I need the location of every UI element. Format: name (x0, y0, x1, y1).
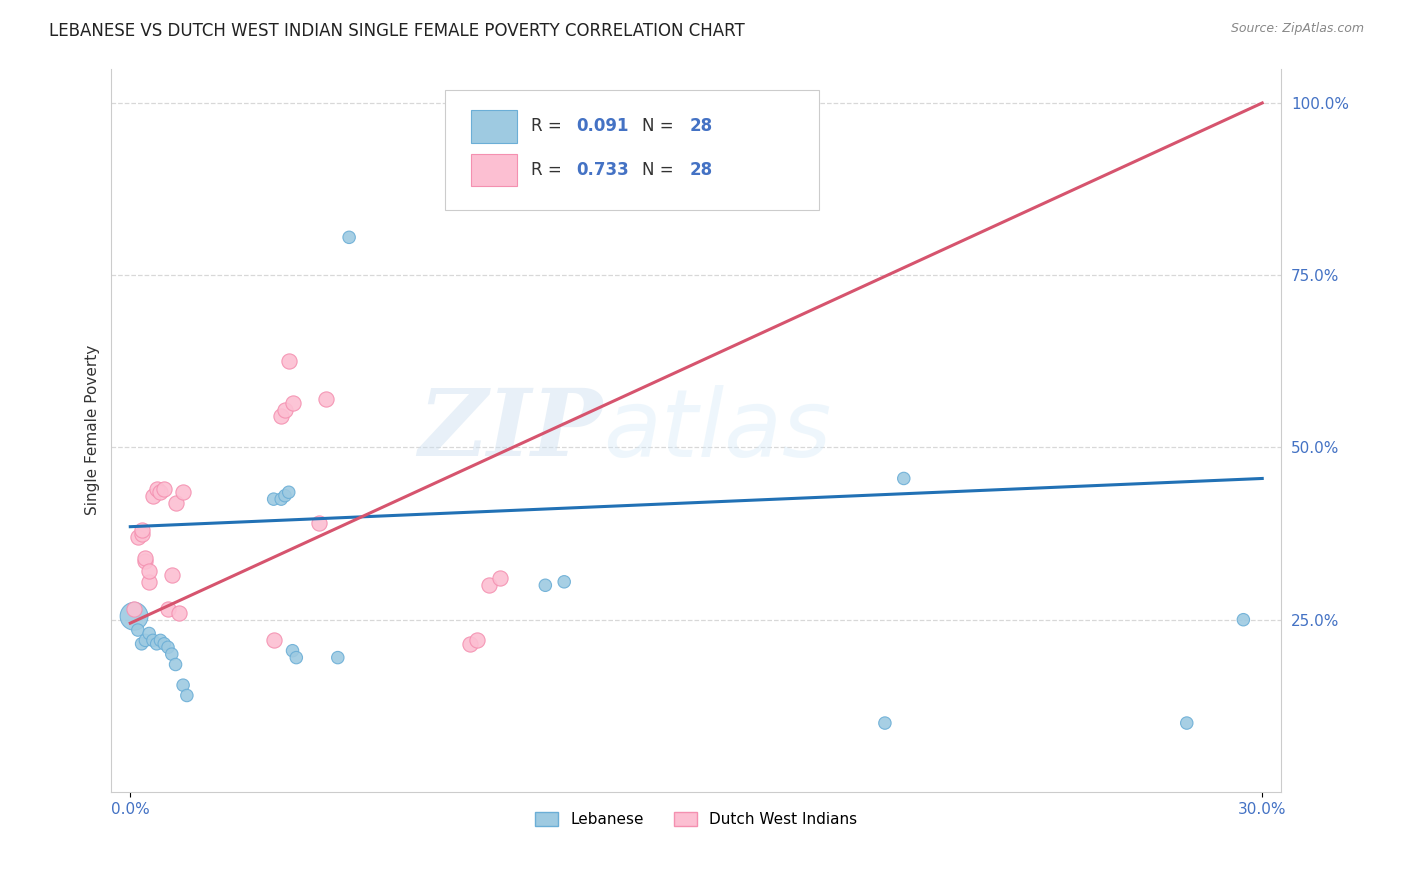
Point (478, 578, 501, 592)
Point (172, 485, 194, 500)
Point (263, 492, 285, 507)
Point (131, 523, 153, 537)
Y-axis label: Single Female Poverty: Single Female Poverty (86, 345, 100, 516)
Text: 0.091: 0.091 (576, 118, 628, 136)
Point (142, 489, 165, 503)
Point (281, 644, 304, 658)
Text: 28: 28 (689, 118, 713, 136)
Point (131, 526, 153, 541)
Point (893, 471, 915, 485)
Point (134, 554, 156, 568)
Point (553, 574, 575, 589)
Text: ZIP: ZIP (419, 385, 603, 475)
Point (122, 609, 145, 624)
Point (127, 530, 149, 544)
Point (142, 633, 165, 648)
Point (534, 578, 557, 592)
Point (134, 550, 156, 565)
Text: R =: R = (531, 118, 568, 136)
Point (274, 489, 297, 503)
Point (274, 402, 297, 417)
Legend: Lebanese, Dutch West Indians: Lebanese, Dutch West Indians (527, 805, 865, 835)
Point (145, 482, 167, 496)
Point (153, 482, 176, 496)
Text: LEBANESE VS DUTCH WEST INDIAN SINGLE FEMALE POVERTY CORRELATION CHART: LEBANESE VS DUTCH WEST INDIAN SINGLE FEM… (49, 22, 745, 40)
Text: R =: R = (531, 161, 568, 178)
Point (165, 495, 187, 509)
Point (873, 716, 896, 731)
Text: N =: N = (643, 161, 679, 178)
Point (172, 678, 194, 692)
Point (138, 626, 160, 640)
Point (156, 602, 179, 616)
Text: atlas: atlas (603, 384, 831, 475)
Point (127, 623, 149, 637)
Point (165, 657, 187, 672)
Point (131, 637, 153, 651)
Point (277, 485, 299, 500)
Point (160, 647, 183, 661)
Point (467, 633, 489, 648)
Point (337, 230, 360, 244)
FancyBboxPatch shape (471, 110, 517, 143)
Point (149, 633, 172, 648)
Point (1232, 613, 1254, 627)
Point (263, 633, 285, 648)
Point (308, 516, 330, 531)
Point (149, 485, 172, 500)
FancyBboxPatch shape (471, 153, 517, 186)
Text: Source: ZipAtlas.com: Source: ZipAtlas.com (1230, 22, 1364, 36)
Point (326, 650, 349, 665)
Point (281, 395, 304, 409)
Point (277, 354, 299, 368)
Text: 0.733: 0.733 (576, 161, 628, 178)
Point (489, 571, 512, 585)
Point (285, 650, 308, 665)
Point (270, 492, 292, 507)
Point (153, 637, 176, 651)
Point (138, 574, 160, 589)
Point (122, 602, 145, 616)
Point (176, 689, 198, 703)
Point (156, 640, 179, 655)
Point (160, 568, 183, 582)
Text: N =: N = (643, 118, 679, 136)
Text: 28: 28 (689, 161, 713, 178)
Point (270, 409, 292, 424)
Point (315, 392, 337, 407)
FancyBboxPatch shape (444, 90, 820, 210)
Point (1175, 716, 1198, 731)
Point (458, 637, 481, 651)
Point (145, 637, 167, 651)
Point (169, 606, 191, 620)
Point (134, 633, 156, 648)
Point (138, 565, 160, 579)
